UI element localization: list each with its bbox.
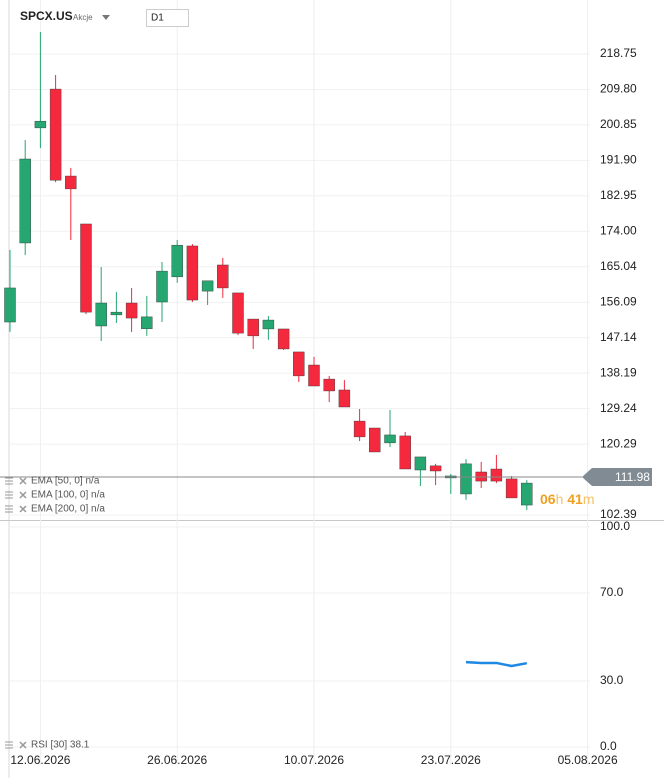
candle-body bbox=[460, 463, 472, 495]
candle-body bbox=[384, 434, 396, 444]
grid bbox=[9, 0, 590, 765]
candle-body bbox=[34, 120, 47, 129]
last-price-tag bbox=[582, 468, 652, 487]
timeframe[interactable]: D1 bbox=[151, 13, 164, 24]
indicator-label[interactable]: EMA [50, 0] n/a bbox=[31, 476, 100, 487]
timeframe-box[interactable] bbox=[146, 9, 189, 27]
candle-body bbox=[353, 420, 366, 438]
candle-body bbox=[490, 468, 503, 482]
candle-body bbox=[232, 292, 244, 334]
x-tick-label: 26.06.2026 bbox=[147, 753, 207, 767]
candle-body bbox=[247, 318, 259, 337]
candle-body bbox=[49, 88, 62, 181]
candle-body bbox=[323, 378, 335, 392]
candle-body bbox=[521, 482, 533, 506]
candle-body bbox=[186, 245, 199, 301]
y-tick-label: 30.0 bbox=[600, 673, 624, 687]
y-tick-label: 156.09 bbox=[600, 294, 637, 308]
candle-body bbox=[293, 351, 305, 377]
y-tick-label: 147.14 bbox=[600, 330, 637, 344]
candle-body bbox=[399, 435, 411, 470]
candle-body bbox=[201, 280, 214, 292]
candle-body bbox=[369, 427, 381, 453]
candle-body bbox=[217, 264, 229, 289]
x-tick-label: 12.06.2026 bbox=[10, 753, 70, 767]
x-tick-label: 23.07.2026 bbox=[421, 753, 481, 767]
y-tick-label: 209.80 bbox=[600, 82, 637, 96]
y-tick-label: 70.0 bbox=[600, 585, 624, 599]
y-tick-label: 129.24 bbox=[600, 401, 637, 415]
candle-body bbox=[277, 328, 290, 350]
countdown-unit: h bbox=[556, 491, 564, 507]
symbol[interactable]: SPCX.US bbox=[20, 9, 73, 23]
candle-body bbox=[262, 319, 275, 330]
symbol-dropdown[interactable] bbox=[102, 15, 110, 20]
y-tick-label: 191.90 bbox=[600, 153, 637, 167]
candle-body bbox=[338, 389, 351, 408]
y-tick-label: 174.00 bbox=[600, 223, 637, 237]
candle-body bbox=[141, 316, 153, 329]
y-tick-label: 0.0 bbox=[600, 739, 617, 753]
y-tick-label: 165.04 bbox=[600, 259, 637, 273]
y-tick-label: 200.85 bbox=[600, 117, 637, 131]
y-tick-label: 138.19 bbox=[600, 365, 637, 379]
indicator-icons bbox=[5, 477, 27, 749]
indicator-label[interactable]: EMA [100, 0] n/a bbox=[31, 490, 105, 501]
countdown-hours: 06 bbox=[540, 491, 556, 507]
candle-body bbox=[429, 465, 442, 472]
candle-body bbox=[80, 223, 92, 313]
candle-body bbox=[65, 175, 77, 190]
y-tick-label: 218.75 bbox=[600, 46, 637, 60]
marks bbox=[0, 32, 652, 668]
rsi-line bbox=[465, 660, 528, 668]
last-price-label: 111.98 bbox=[615, 470, 650, 484]
candle-body bbox=[95, 302, 107, 327]
candle-body bbox=[414, 456, 427, 471]
candle-body bbox=[171, 244, 183, 278]
candle-body bbox=[125, 302, 138, 319]
indicator-label[interactable]: RSI [30] 38.1 bbox=[31, 740, 90, 751]
countdown-unit: m bbox=[583, 491, 595, 507]
y-tick-label: 120.29 bbox=[600, 436, 637, 450]
x-tick-label: 05.08.2026 bbox=[558, 753, 618, 767]
candle-body bbox=[19, 158, 31, 244]
candle-body bbox=[110, 311, 123, 316]
asset-class: Akcje bbox=[73, 13, 93, 22]
y-tick-label: 100.0 bbox=[600, 519, 630, 533]
y-tick-label: 182.95 bbox=[600, 188, 637, 202]
countdown-minutes: 41 bbox=[567, 491, 583, 507]
candle-body bbox=[505, 478, 518, 499]
x-tick-label: 10.07.2026 bbox=[284, 753, 344, 767]
candle-body bbox=[156, 270, 168, 303]
countdown: 06h 41m bbox=[540, 491, 595, 507]
y-tick-label: 102.39 bbox=[600, 507, 637, 521]
indicator-label[interactable]: EMA [200, 0] n/a bbox=[31, 504, 105, 515]
candle-body bbox=[308, 364, 320, 387]
candle-body bbox=[4, 287, 16, 323]
